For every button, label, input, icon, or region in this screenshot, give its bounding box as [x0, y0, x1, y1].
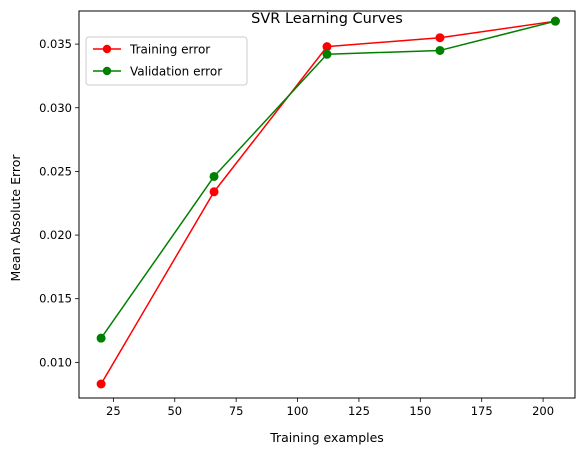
legend: Training error Validation error	[85, 36, 248, 86]
series-layer	[96, 16, 560, 389]
x-tick-label: 50	[167, 404, 182, 418]
x-tick-label: 25	[106, 404, 121, 418]
x-tick-label: 150	[409, 404, 431, 418]
training-error-point	[96, 379, 106, 389]
y-axis-ticks: 0.010 0.015 0.020 0.025 0.030 0.035	[39, 37, 79, 369]
y-tick-label: 0.025	[39, 164, 72, 178]
y-tick-label: 0.035	[39, 37, 72, 51]
x-tick-label: 125	[348, 404, 370, 418]
x-axis-label: Training examples	[269, 430, 384, 445]
training-error-point	[209, 187, 219, 197]
training-error-point	[322, 42, 332, 52]
y-tick-label: 0.015	[39, 292, 72, 306]
legend-marker-validation	[102, 66, 112, 76]
chart-title: SVR Learning Curves	[251, 11, 403, 27]
validation-error-point	[209, 171, 219, 181]
plot-area	[78, 10, 576, 399]
validation-error-point	[96, 333, 106, 343]
x-tick-label: 175	[471, 404, 493, 418]
validation-error-point	[435, 45, 445, 55]
legend-entry-training: Training error	[93, 43, 210, 57]
legend-entry-validation: Validation error	[93, 65, 222, 79]
y-tick-label: 0.020	[39, 228, 72, 242]
y-tick-label: 0.010	[39, 355, 72, 369]
x-tick-label: 75	[229, 404, 244, 418]
legend-label-training: Training error	[129, 43, 210, 57]
legend-frame	[85, 36, 248, 86]
y-axis-label: Mean Absolute Error	[8, 154, 23, 282]
training-error-point	[435, 33, 445, 43]
x-tick-label: 100	[287, 404, 309, 418]
legend-label-validation: Validation error	[130, 65, 222, 79]
x-tick-label: 200	[532, 404, 554, 418]
x-axis-ticks: 25 50 75 100 125 150 175 200	[106, 398, 554, 418]
validation-error-point	[322, 49, 332, 59]
validation-error-point	[550, 16, 560, 26]
y-tick-label: 0.030	[39, 101, 72, 115]
axes-frame	[78, 10, 576, 399]
legend-marker-training	[102, 44, 112, 54]
